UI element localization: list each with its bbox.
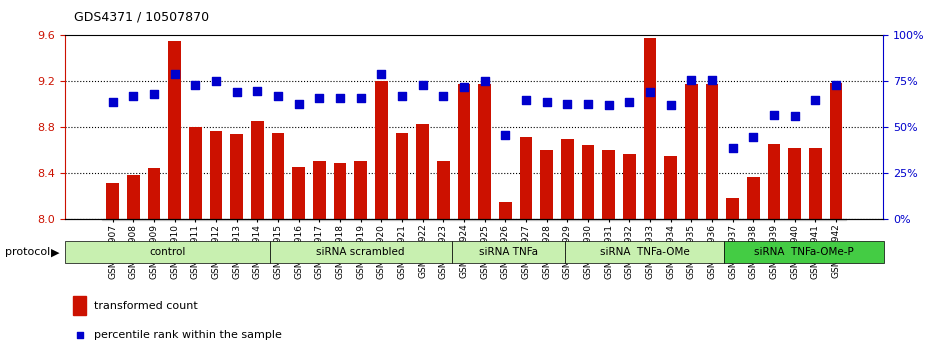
Bar — [789, 148, 801, 354]
Bar — [499, 202, 512, 354]
FancyBboxPatch shape — [452, 241, 565, 263]
Bar — [830, 82, 843, 354]
Bar — [417, 124, 429, 354]
Point — [560, 101, 575, 106]
Point — [312, 95, 326, 101]
Point — [457, 84, 472, 90]
Bar — [478, 84, 491, 354]
Bar — [292, 166, 305, 354]
Text: siRNA  TNFa-OMe-P: siRNA TNFa-OMe-P — [754, 247, 854, 257]
Text: percentile rank within the sample: percentile rank within the sample — [94, 330, 282, 339]
Bar — [706, 84, 718, 354]
Text: siRNA TNFa: siRNA TNFa — [479, 247, 538, 257]
Bar — [437, 161, 449, 354]
Text: control: control — [149, 247, 186, 257]
Bar — [603, 150, 615, 354]
FancyBboxPatch shape — [565, 241, 724, 263]
Point — [622, 99, 637, 104]
Point — [105, 99, 120, 104]
Point — [73, 332, 87, 337]
Bar — [272, 133, 285, 354]
Point — [436, 93, 451, 99]
Point — [580, 101, 595, 106]
Point — [643, 90, 658, 95]
Point — [208, 79, 223, 84]
Bar — [127, 175, 140, 354]
Point — [829, 82, 844, 88]
Point — [498, 132, 512, 138]
Bar — [251, 121, 263, 354]
Text: GDS4371 / 10507870: GDS4371 / 10507870 — [74, 11, 209, 24]
Bar — [313, 161, 326, 354]
Point — [539, 99, 554, 104]
Point — [601, 103, 616, 108]
Text: transformed count: transformed count — [94, 301, 197, 311]
Bar — [148, 168, 160, 354]
Point — [787, 114, 802, 119]
Point — [353, 95, 368, 101]
Text: ▶: ▶ — [51, 247, 60, 257]
Bar — [685, 84, 698, 354]
Point — [291, 101, 306, 106]
Point — [746, 134, 761, 139]
Point — [394, 93, 409, 99]
Bar — [458, 84, 471, 354]
Bar — [561, 139, 574, 354]
Point — [663, 103, 678, 108]
Bar — [768, 144, 780, 354]
Bar — [375, 81, 388, 354]
FancyBboxPatch shape — [65, 241, 270, 263]
Bar — [726, 198, 738, 354]
Text: protocol: protocol — [5, 247, 50, 257]
Point — [477, 79, 492, 84]
Bar — [334, 163, 346, 354]
Text: siRNA scrambled: siRNA scrambled — [316, 247, 405, 257]
Bar — [520, 137, 532, 354]
Bar — [809, 148, 821, 354]
Point — [250, 88, 265, 93]
Bar — [644, 38, 657, 354]
Bar — [540, 150, 552, 354]
Point — [684, 77, 698, 82]
Bar — [210, 131, 222, 354]
FancyBboxPatch shape — [724, 241, 884, 263]
Bar — [664, 156, 677, 354]
Point — [229, 90, 244, 95]
Bar — [231, 134, 243, 354]
Point — [271, 93, 286, 99]
Bar — [623, 154, 635, 354]
Text: siRNA  TNFa-OMe: siRNA TNFa-OMe — [600, 247, 690, 257]
Bar — [354, 161, 366, 354]
Point — [415, 82, 430, 88]
Point — [705, 77, 720, 82]
Bar — [106, 183, 119, 354]
Point — [766, 112, 781, 118]
Point — [808, 97, 823, 103]
Point — [126, 93, 140, 99]
Point — [519, 97, 534, 103]
Bar — [582, 145, 594, 354]
Point — [167, 71, 182, 77]
Point — [147, 91, 162, 97]
Point — [725, 145, 740, 150]
Bar — [168, 41, 180, 354]
Point — [188, 82, 203, 88]
Point — [374, 71, 389, 77]
Bar — [396, 133, 408, 354]
Bar — [747, 177, 760, 354]
Point — [333, 95, 348, 101]
Bar — [189, 127, 202, 354]
FancyBboxPatch shape — [270, 241, 452, 263]
Bar — [73, 296, 86, 315]
